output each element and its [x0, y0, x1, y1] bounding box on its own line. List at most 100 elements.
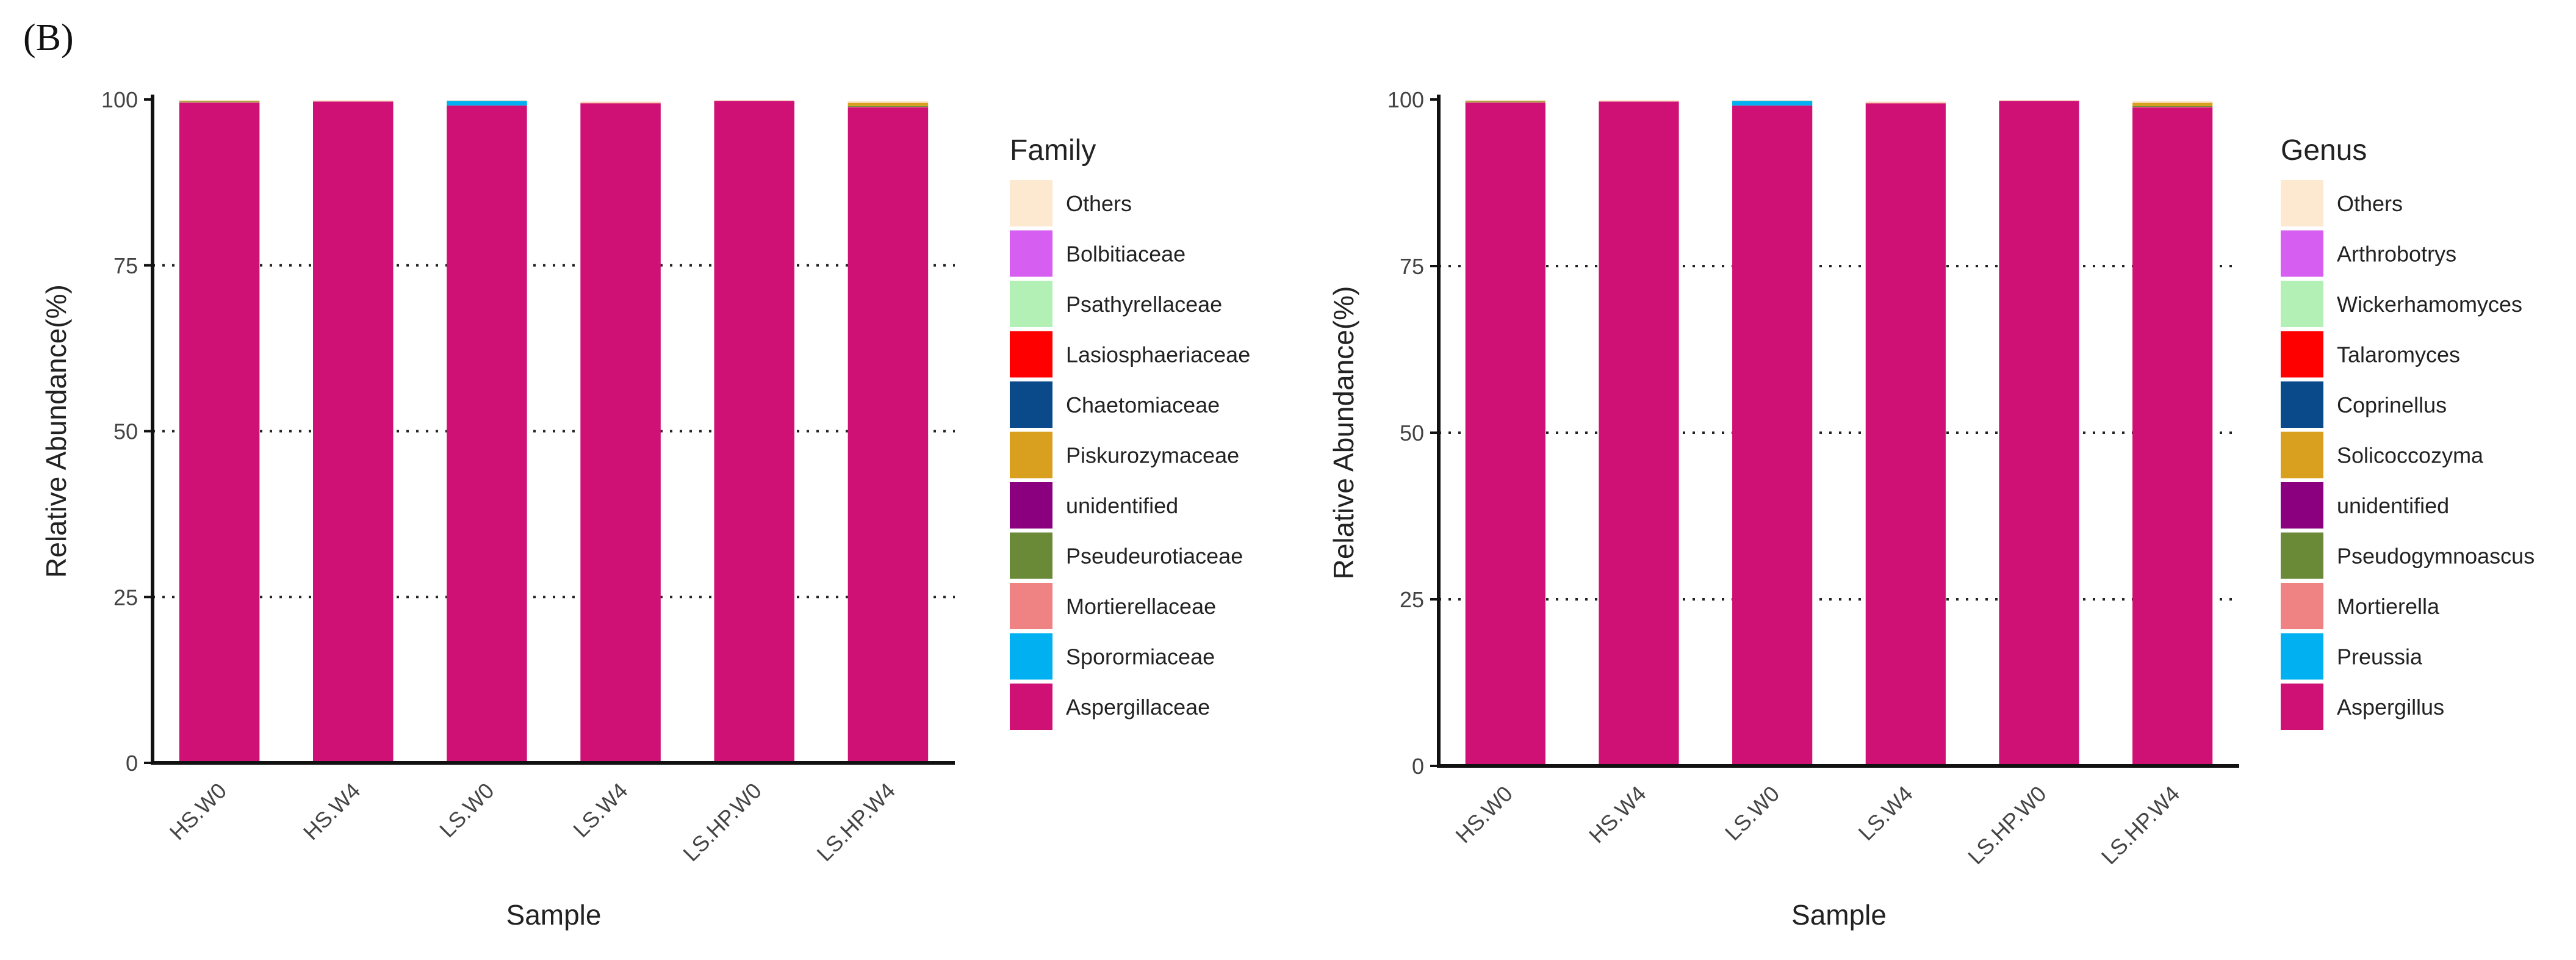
bar-segment-aspergillus-hs-w0 — [1465, 103, 1545, 767]
legend-label-pseudeurotiaceae: Pseudeurotiaceae — [1066, 544, 1243, 569]
legend-swatch-preussia — [2281, 633, 2323, 680]
y-tick-label: 25 — [1400, 587, 1424, 612]
bar-segment-mortierellaceae-hs-w0 — [179, 102, 260, 103]
bar-segment-aspergillus-ls-w0 — [1732, 105, 1813, 766]
legend-label-arthrobotrys: Arthrobotrys — [2337, 242, 2456, 267]
legend-label-pseudogymnoascus: Pseudogymnoascus — [2337, 544, 2535, 569]
bar-segment-aspergillus-hs-w4 — [1599, 101, 1679, 766]
bar-segment-aspergillaceae-ls-w0 — [447, 105, 527, 763]
legend-swatch-coprinellus — [2281, 381, 2323, 428]
bar-segment-others-hs-w0 — [179, 100, 260, 101]
bar-segment-pseudeurotiaceae-hs-w0 — [179, 101, 260, 103]
legend-swatch-lasiosphaeriaceae — [1010, 331, 1052, 378]
y-tick-label: 0 — [126, 751, 138, 776]
legend-label-aspergillus: Aspergillus — [2337, 695, 2444, 720]
bar-segment-others-ls-hp-w4 — [847, 101, 929, 103]
legend-swatch-wickerhamomyces — [2281, 281, 2323, 327]
bar-segment-solicoccozyma-ls-hp-w4 — [2132, 103, 2213, 106]
x-tick-label: LS.HP.W4 — [812, 778, 901, 867]
bar-segment-mortierella-hs-w0 — [1465, 102, 1545, 103]
legend-label-piskurozymaceae: Piskurozymaceae — [1066, 443, 1239, 468]
legend-swatch-chaetomiaceae — [1010, 381, 1052, 428]
panel-label: (B) — [23, 17, 74, 59]
y-tick-label: 50 — [1400, 420, 1424, 446]
x-tick-label: LS.W4 — [568, 778, 632, 842]
legend-label-sporormiaceae: Sporormiaceae — [1066, 644, 1215, 669]
bar-segment-sporormiaceae-ls-w0 — [447, 101, 527, 106]
legend-label-mortierellaceae: Mortierellaceae — [1066, 594, 1216, 619]
bar-segment-others-ls-w0 — [447, 100, 527, 101]
bar-segment-aspergillaceae-ls-w4 — [580, 103, 661, 763]
bar-segment-aspergillaceae-ls-hp-w4 — [847, 107, 929, 763]
bar-segment-others-ls-w0 — [1732, 100, 1813, 101]
legend-swatch-bolbitiaceae — [1010, 230, 1052, 277]
bar-segment-others-hs-w4 — [1599, 100, 1679, 102]
x-tick-label: LS.W4 — [1854, 781, 1918, 845]
legend-label-bolbitiaceae: Bolbitiaceae — [1066, 242, 1185, 267]
legend-swatch-mortierella — [2281, 583, 2323, 629]
legend-swatch-others — [2281, 180, 2323, 226]
legend-swatch-talaromyces — [2281, 331, 2323, 378]
bar-segment-pseudogymnoascus-ls-hp-w4 — [2132, 106, 2213, 107]
bar-segment-aspergillaceae-hs-w4 — [313, 101, 394, 763]
bar-segment-others-hs-w0 — [1465, 100, 1545, 101]
legend-label-solicoccozyma: Solicoccozyma — [2337, 443, 2484, 468]
y-axis-title: Relative Abundance(%) — [40, 284, 72, 578]
x-tick-label: LS.HP.W0 — [678, 778, 766, 867]
x-tick-label: HS.W0 — [1450, 781, 1517, 848]
x-tick-label: LS.HP.W4 — [2096, 781, 2185, 870]
legend-label-lasiosphaeriaceae: Lasiosphaeriaceae — [1066, 342, 1250, 367]
bar-segment-pseudogymnoascus-hs-w0 — [1465, 101, 1545, 103]
legend-title: Family — [1010, 134, 1096, 167]
y-tick-label: 75 — [1400, 254, 1424, 279]
legend-swatch-aspergillaceae — [1010, 684, 1052, 730]
y-axis-title: Relative Abundance(%) — [1328, 286, 1359, 580]
y-tick-label: 25 — [113, 585, 138, 610]
y-tick-label: 50 — [113, 419, 138, 444]
legend-title: Genus — [2281, 134, 2367, 167]
genus-chart: 0 25 50 75 100 HS.W0 HS.W4 LS.W0 LS.W4 LS.HP.W0 LS… — [1328, 87, 2535, 931]
legend-label-coprinellus: Coprinellus — [2337, 392, 2447, 417]
bar-segment-others-ls-w4 — [1865, 101, 1946, 103]
x-tick-label: LS.HP.W0 — [1963, 781, 2051, 870]
legend-label-unidentified: unidentified — [2337, 493, 2449, 518]
legend-label-psathyrellaceae: Psathyrellaceae — [1066, 292, 1222, 317]
bar-segment-aspergillus-ls-w4 — [1865, 103, 1946, 766]
bar-segment-piskurozymaceae-ls-hp-w4 — [847, 103, 929, 106]
bar-segment-others-ls-hp-w0 — [714, 100, 794, 101]
bar-segment-aspergillus-ls-hp-w4 — [2132, 107, 2213, 766]
bar-segment-others-ls-hp-w0 — [1999, 100, 2079, 101]
bar-segment-others-hs-w4 — [313, 100, 394, 102]
x-tick-label: HS.W4 — [1584, 781, 1651, 848]
y-tick-label: 100 — [101, 87, 138, 112]
y-tick-label: 75 — [113, 253, 138, 278]
x-tick-label: LS.W0 — [1720, 781, 1784, 845]
legend-swatch-unidentified — [1010, 482, 1052, 529]
legend-label-chaetomiaceae: Chaetomiaceae — [1066, 392, 1220, 417]
legend-label-aspergillaceae: Aspergillaceae — [1066, 695, 1210, 720]
bar-segment-pseudeurotiaceae-ls-hp-w4 — [847, 106, 929, 107]
x-axis-title: Sample — [1791, 899, 1887, 931]
legend-swatch-pseudogymnoascus — [2281, 532, 2323, 579]
legend-label-others: Others — [1066, 191, 1132, 216]
x-tick-label: LS.W0 — [434, 778, 498, 842]
y-tick-label: 0 — [1412, 754, 1424, 779]
legend-swatch-psathyrellaceae — [1010, 281, 1052, 327]
legend-label-preussia: Preussia — [2337, 644, 2423, 669]
x-tick-label: HS.W4 — [298, 778, 365, 845]
legend-swatch-mortierellaceae — [1010, 583, 1052, 629]
legend-swatch-unidentified — [2281, 482, 2323, 529]
bar-segment-preussia-ls-w0 — [1732, 101, 1813, 106]
bar-segment-aspergillus-ls-hp-w0 — [1999, 101, 2079, 767]
y-tick-label: 100 — [1387, 87, 1424, 112]
x-tick-label: HS.W0 — [165, 778, 232, 845]
x-axis-title: Sample — [506, 899, 602, 931]
legend-label-talaromyces: Talaromyces — [2337, 342, 2460, 367]
legend-label-unidentified: unidentified — [1066, 493, 1178, 518]
legend-swatch-sporormiaceae — [1010, 633, 1052, 680]
bar-segment-others-ls-w4 — [580, 101, 661, 103]
family-chart: 0 25 50 75 100 HS.W0 HS.W4 LS.W0 LS.W4 LS.HP.W0 LS… — [40, 87, 1250, 931]
legend-swatch-arthrobotrys — [2281, 230, 2323, 277]
legend-swatch-piskurozymaceae — [1010, 431, 1052, 478]
